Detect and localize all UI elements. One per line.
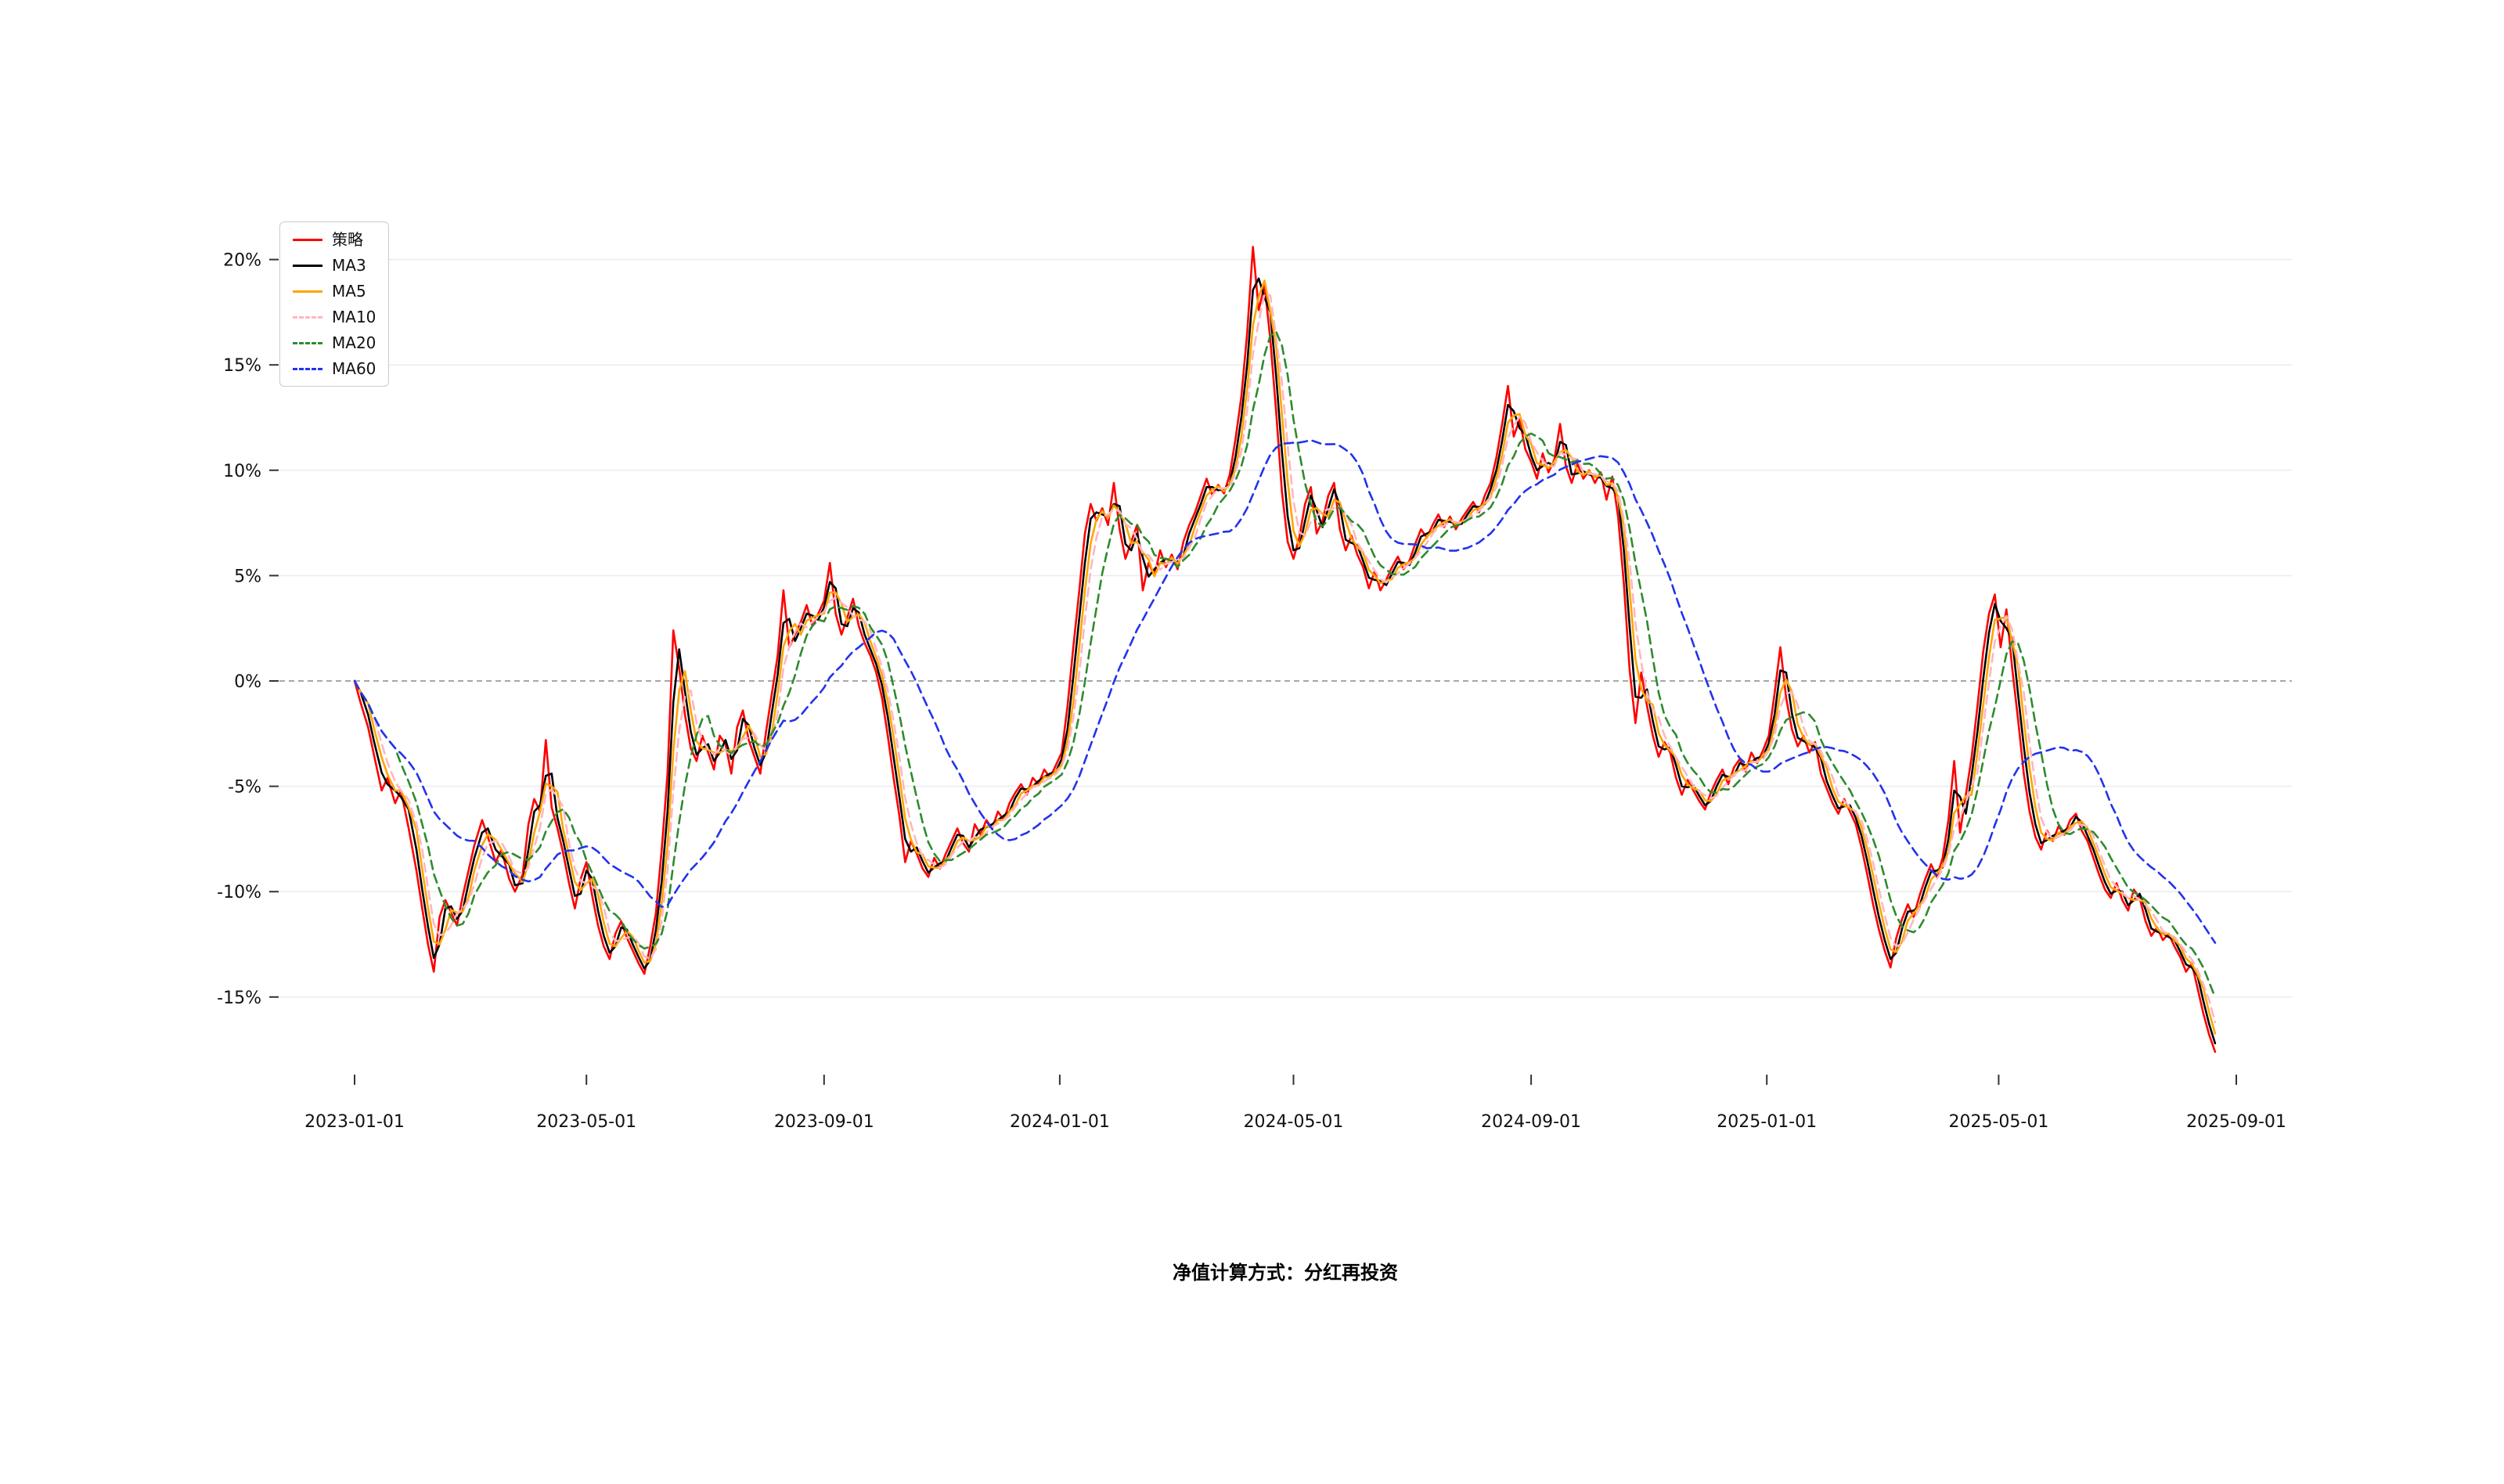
x-tick-label: 2024-09-01 xyxy=(1481,1112,1581,1132)
x-tick-label: 2025-05-01 xyxy=(1948,1112,2048,1132)
series-line-策略 xyxy=(353,246,2217,1054)
legend-label: MA60 xyxy=(332,359,377,378)
legend-item-MA10: MA10 xyxy=(293,308,376,326)
x-tick-label: 2025-01-01 xyxy=(1717,1112,1817,1132)
y-tick-label: -15% xyxy=(217,989,261,1008)
y-tick-label: -5% xyxy=(228,778,261,798)
x-tick-label: 2024-01-01 xyxy=(1010,1112,1110,1132)
y-axis: 20% 15% 10% 5% 0% -5% -10% -15% xyxy=(217,251,279,1008)
legend-line-sample xyxy=(293,264,322,267)
x-tick-label: 2023-05-01 xyxy=(536,1112,636,1132)
y-tick-label: 15% xyxy=(223,356,261,376)
legend-item-策略: 策略 xyxy=(293,230,376,249)
legend-line-sample xyxy=(293,367,322,370)
legend-line-sample xyxy=(293,238,322,241)
legend-label: 策略 xyxy=(332,230,363,249)
y-tick-label: -10% xyxy=(217,883,261,902)
series-line-MA5 xyxy=(353,279,2217,1035)
legend-item-MA20: MA20 xyxy=(293,333,376,352)
series-line-MA10 xyxy=(353,292,2217,1024)
legend-item-MA5: MA5 xyxy=(293,282,376,301)
legend-line-sample xyxy=(293,315,322,319)
legend-label: MA10 xyxy=(332,308,377,326)
x-axis: 2023-01-01 2023-05-01 2023-09-01 2024-01-01… xyxy=(304,1075,2286,1132)
legend-item-MA3: MA3 xyxy=(293,256,376,275)
y-tick-label: 10% xyxy=(223,462,261,481)
x-tick-label: 2023-01-01 xyxy=(304,1112,405,1132)
legend-line-sample xyxy=(293,341,322,344)
series-line-MA60 xyxy=(353,439,2217,944)
legend-label: MA5 xyxy=(332,282,366,301)
legend-item-MA60: MA60 xyxy=(293,359,376,378)
y-tick-label: 0% xyxy=(234,672,261,692)
series-line-MA20 xyxy=(353,330,2217,999)
x-tick-label: 2025-09-01 xyxy=(2186,1112,2286,1132)
chart-caption: 净值计算方式：分红再投资 xyxy=(1173,1262,1398,1284)
chart-legend: 策略 MA3 MA5 MA10 MA20 MA60 xyxy=(279,222,390,387)
y-tick-label: 20% xyxy=(223,251,261,271)
series-line-MA3 xyxy=(353,277,2217,1045)
series-lines xyxy=(353,246,2217,1054)
x-tick-label: 2024-05-01 xyxy=(1244,1112,1344,1132)
legend-label: MA3 xyxy=(332,256,366,275)
y-tick-label: 5% xyxy=(234,567,261,586)
legend-line-sample xyxy=(293,290,322,293)
x-tick-label: 2023-09-01 xyxy=(774,1112,874,1132)
legend-label: MA20 xyxy=(332,333,377,352)
